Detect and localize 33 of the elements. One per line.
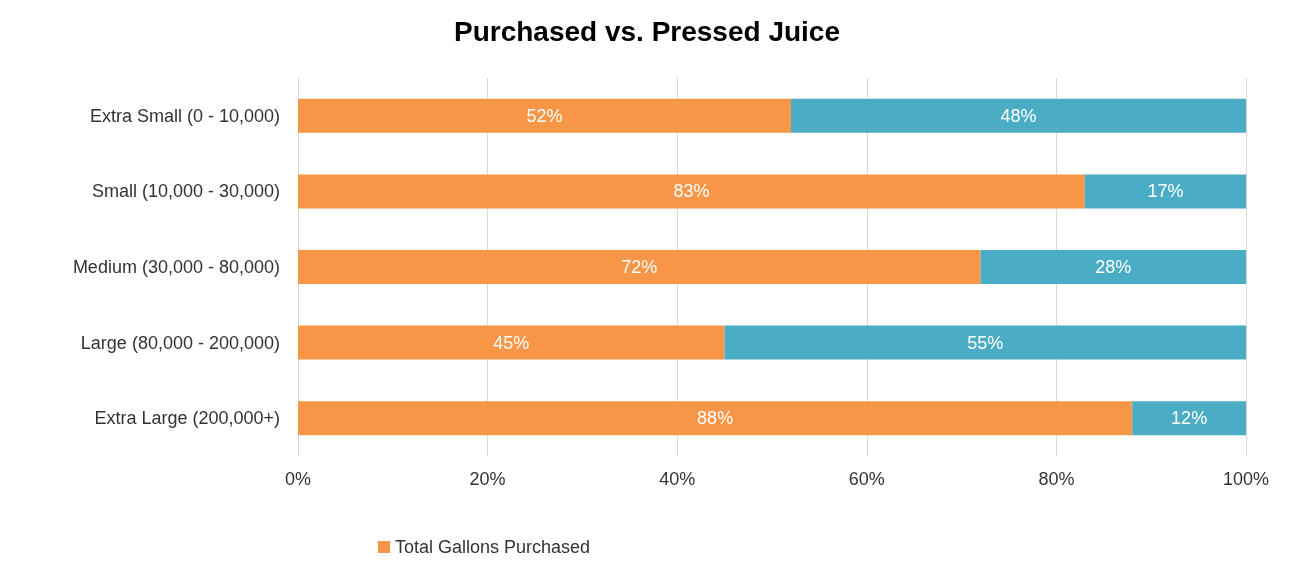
x-tick-label: 60%	[848, 469, 885, 489]
bar	[724, 325, 1246, 360]
data-label: 28%	[1095, 257, 1132, 277]
legend-label: Total Gallons Purchased	[395, 537, 591, 557]
data-label: 45%	[493, 332, 530, 353]
bar	[980, 250, 1246, 284]
x-tick-label: 100%	[1222, 469, 1270, 489]
x-tick-label: 40%	[659, 469, 696, 489]
data-label: 48%	[1000, 105, 1037, 126]
data-label: 17%	[1147, 181, 1184, 202]
bar	[1132, 401, 1246, 436]
y-tick-label: Small (10,000 - 30,000)	[91, 181, 280, 202]
bar	[298, 174, 1085, 209]
x-tick-label: 80%	[1038, 469, 1075, 489]
y-tick-label: Extra Small (0 - 10,000)	[89, 105, 280, 126]
data-label: 52%	[526, 105, 563, 126]
y-tick-label: Medium (30,000 - 80,000)	[72, 257, 280, 277]
x-tick-label: 20%	[469, 469, 506, 489]
bar	[1084, 174, 1246, 209]
bar	[298, 325, 725, 360]
bar	[298, 98, 791, 133]
data-label: 55%	[967, 332, 1004, 353]
chart-title: Purchased vs. Pressed Juice	[454, 15, 840, 47]
bar	[298, 401, 1133, 436]
data-label: 72%	[621, 257, 658, 277]
x-tick-label: 0%	[284, 469, 312, 489]
y-tick-label: Extra Large (200,000+)	[94, 408, 280, 429]
y-tick-label: Large (80,000 - 200,000)	[80, 332, 280, 353]
data-label: 83%	[673, 181, 710, 202]
data-label: 12%	[1171, 408, 1208, 429]
bar	[790, 98, 1246, 133]
data-label: 88%	[697, 408, 734, 429]
bar	[298, 250, 981, 284]
